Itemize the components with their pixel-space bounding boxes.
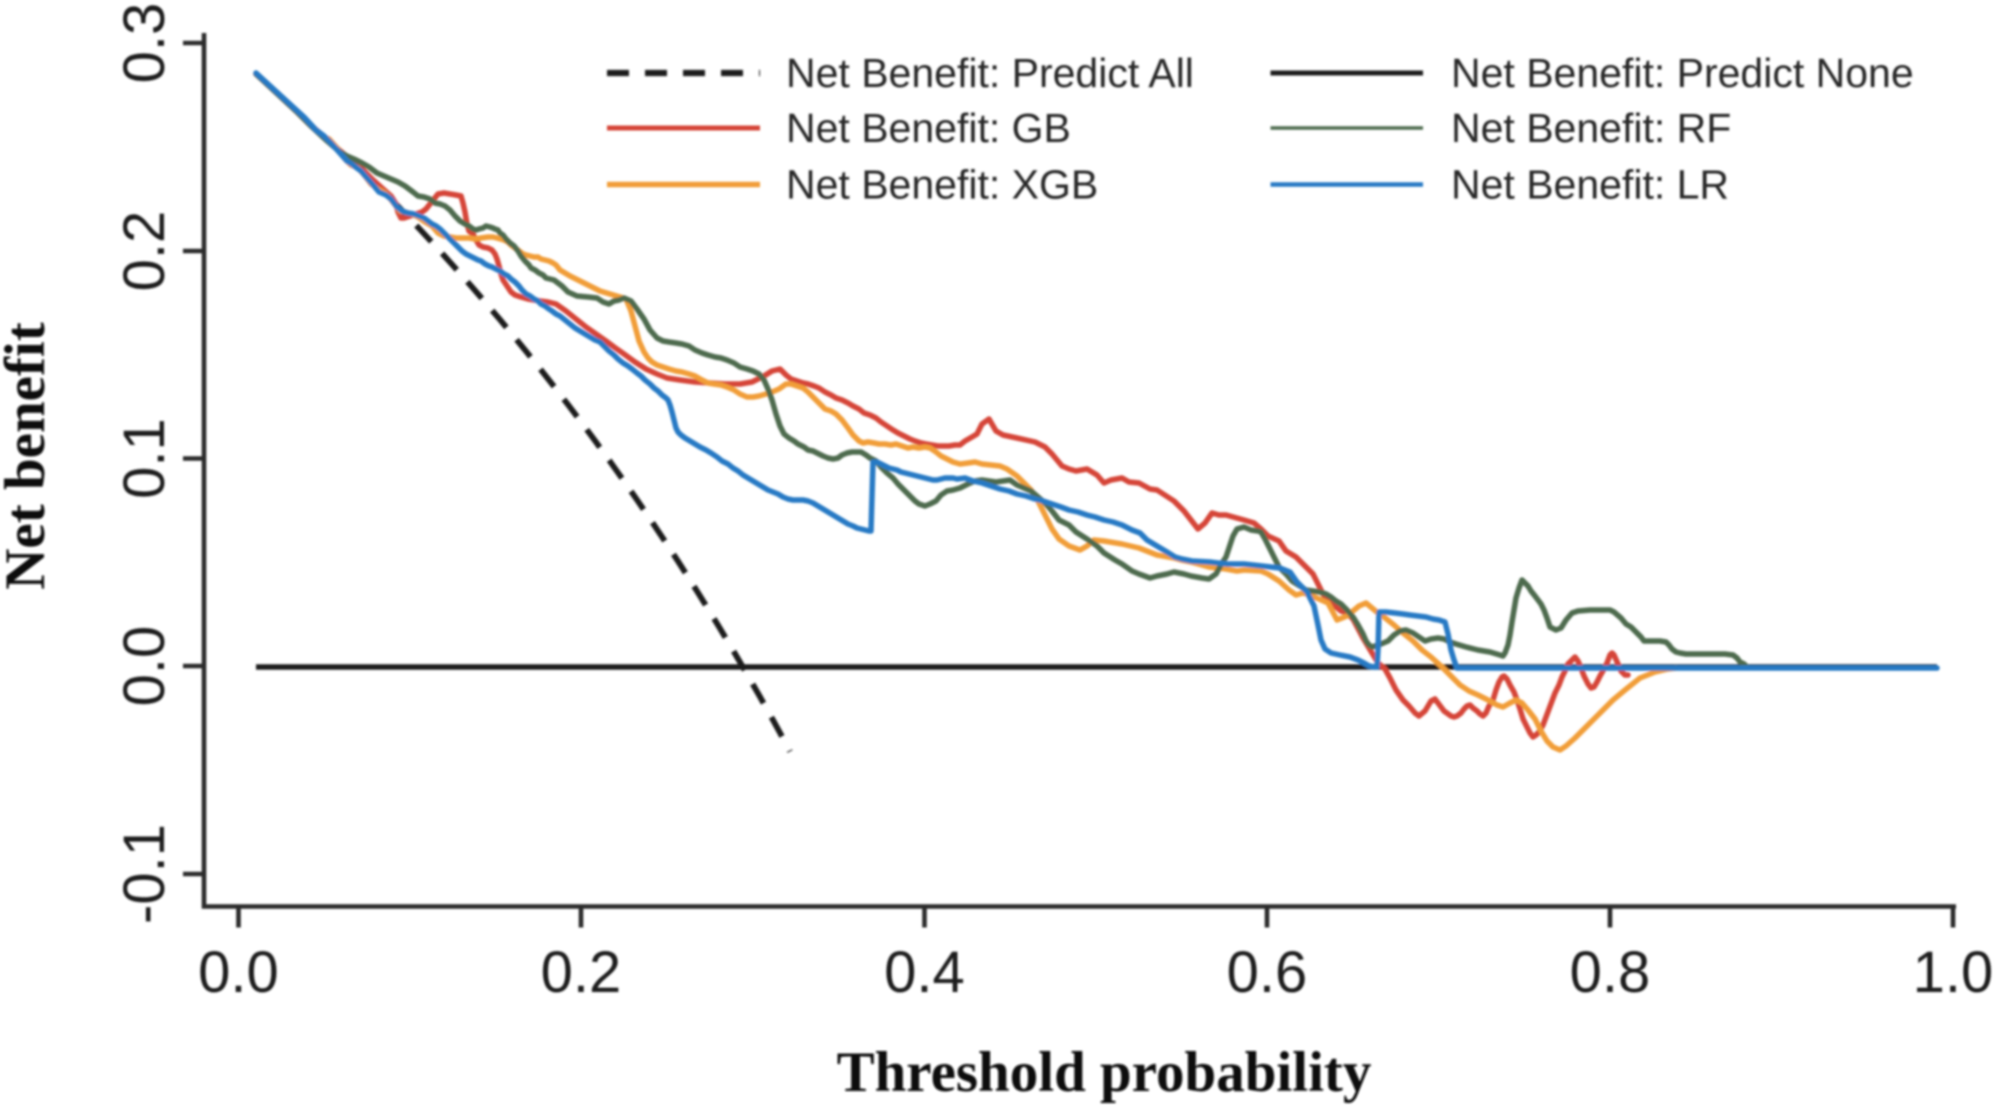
svg-text:Net Benefit: RF: Net Benefit: RF <box>1451 105 1731 151</box>
svg-text:0.2: 0.2 <box>541 940 622 1005</box>
svg-text:Net Benefit: Predict All: Net Benefit: Predict All <box>786 50 1194 96</box>
svg-text:0.6: 0.6 <box>1227 940 1308 1005</box>
svg-text:0.2: 0.2 <box>112 211 177 292</box>
svg-text:Net Benefit: XGB: Net Benefit: XGB <box>786 162 1098 208</box>
svg-text:0.0: 0.0 <box>198 940 279 1005</box>
svg-text:Net Benefit: Predict None: Net Benefit: Predict None <box>1451 50 1914 96</box>
svg-text:Net benefit: Net benefit <box>0 322 57 590</box>
svg-text:0.1: 0.1 <box>112 418 177 499</box>
svg-text:Threshold probability: Threshold probability <box>837 1041 1372 1104</box>
svg-text:0.8: 0.8 <box>1570 940 1651 1005</box>
svg-text:0.0: 0.0 <box>112 626 177 707</box>
svg-text:-0.1: -0.1 <box>112 824 177 924</box>
svg-text:Net Benefit: LR: Net Benefit: LR <box>1451 162 1729 208</box>
svg-text:0.4: 0.4 <box>884 940 965 1005</box>
svg-text:0.3: 0.3 <box>112 3 177 84</box>
svg-text:1.0: 1.0 <box>1913 940 1994 1005</box>
svg-text:Net Benefit: GB: Net Benefit: GB <box>786 105 1071 151</box>
